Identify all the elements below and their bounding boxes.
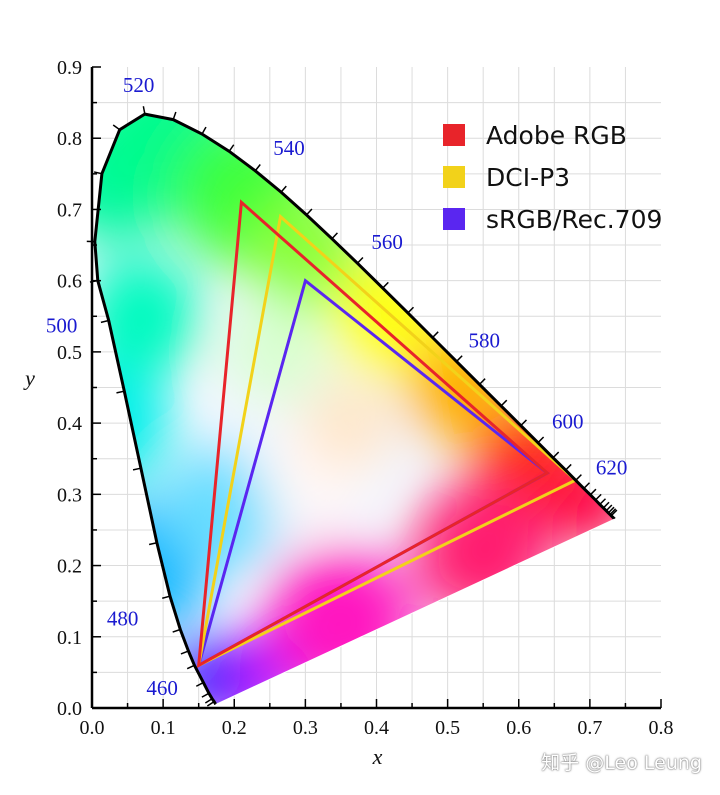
y-tick-label: 0.6 bbox=[57, 271, 82, 293]
y-tick-label: 0.4 bbox=[57, 413, 82, 435]
gamut-triangle bbox=[196, 213, 579, 668]
locus-tick bbox=[382, 281, 389, 289]
x-tick-label: 0.7 bbox=[577, 717, 602, 739]
wavelength-label: 560 bbox=[371, 230, 403, 254]
locus-tick bbox=[552, 451, 560, 459]
locus-tick bbox=[186, 664, 195, 670]
locus-tick bbox=[602, 501, 610, 509]
locus-tick bbox=[195, 681, 204, 687]
locus-tick bbox=[609, 508, 617, 516]
locus-tick bbox=[180, 650, 189, 655]
locus-tick bbox=[610, 509, 618, 517]
legend-swatch bbox=[443, 166, 465, 188]
locus-tick bbox=[204, 698, 213, 704]
locus-tick bbox=[142, 106, 146, 115]
locus-tick bbox=[305, 208, 313, 216]
locus-tick bbox=[148, 542, 158, 546]
locus-tick bbox=[575, 474, 582, 481]
y-tick-label: 0.8 bbox=[57, 128, 82, 150]
purple-line bbox=[215, 518, 615, 705]
locus-tick bbox=[254, 164, 261, 172]
spectral-locus: 460 480 500 520 540 560 580 600 620 bbox=[46, 73, 628, 707]
wavelength-label: 620 bbox=[596, 455, 628, 479]
locus-tick bbox=[331, 232, 338, 240]
locus-tick bbox=[537, 436, 545, 444]
wavelength-label: 480 bbox=[107, 606, 139, 630]
locus-tick bbox=[607, 506, 615, 514]
wavelength-label: 540 bbox=[273, 136, 305, 160]
axes bbox=[90, 66, 662, 710]
x-tick-label: 0.5 bbox=[435, 717, 460, 739]
x-tick-label: 0.2 bbox=[222, 717, 247, 739]
x-tick-label: 0.3 bbox=[293, 717, 318, 739]
locus-tick bbox=[599, 498, 607, 505]
y-tick-label: 0.3 bbox=[57, 484, 82, 506]
locus-tick bbox=[172, 111, 177, 120]
locus-tick bbox=[100, 319, 109, 324]
tick-labels: 0.0 0.1 0.2 0.3 0.4 0.5 0.6 0.7 0.8 0.0 0.1 0.2 0.3 0… bbox=[23, 57, 673, 769]
x-axis-title: x bbox=[372, 744, 383, 769]
locus-tick bbox=[162, 595, 171, 599]
legend-swatch bbox=[443, 124, 465, 146]
wavelength-label: 600 bbox=[552, 410, 584, 434]
y-tick-label: 0.5 bbox=[57, 342, 82, 364]
y-tick-label: 0.2 bbox=[57, 556, 82, 578]
locus-tick bbox=[228, 144, 235, 152]
legend: Adobe RGB DCI-P3 sRGB/Rec.709 bbox=[443, 121, 662, 234]
gamut-triangle bbox=[196, 199, 550, 668]
locus-tick bbox=[520, 419, 527, 427]
locus-tick bbox=[206, 700, 215, 707]
y-tick-label: 0.1 bbox=[57, 627, 82, 649]
watermark-text: 知乎 @Leo Leung bbox=[541, 752, 702, 774]
locus-tick bbox=[583, 482, 591, 489]
locus-tick bbox=[356, 256, 364, 264]
wavelength-label: 580 bbox=[469, 328, 501, 352]
locus-tick bbox=[589, 488, 597, 496]
locus-tick bbox=[132, 467, 142, 471]
wavelength-label: 500 bbox=[46, 314, 77, 338]
locus-tick bbox=[565, 463, 572, 471]
x-tick-label: 0.0 bbox=[80, 717, 105, 739]
locus-tick bbox=[280, 185, 287, 193]
locus-tick bbox=[201, 126, 207, 135]
y-tick-label: 0.0 bbox=[57, 698, 82, 720]
locus-tick bbox=[605, 504, 613, 512]
x-tick-label: 0.8 bbox=[649, 717, 674, 739]
locus-tick bbox=[478, 378, 486, 385]
y-tick-label: 0.9 bbox=[57, 57, 82, 79]
locus-tick bbox=[116, 390, 125, 394]
locus-tick bbox=[201, 692, 210, 698]
locus-tick bbox=[455, 355, 463, 362]
legend-label: Adobe RGB bbox=[486, 121, 627, 150]
locus-tick bbox=[112, 124, 121, 131]
gamut-triangles bbox=[196, 199, 579, 669]
legend-swatch bbox=[443, 208, 465, 230]
wavelength-label: 520 bbox=[123, 73, 155, 97]
locus-tick bbox=[93, 171, 103, 175]
legend-label: sRGB/Rec.709 bbox=[486, 205, 662, 234]
x-tick-label: 0.1 bbox=[151, 717, 176, 739]
locus-tick bbox=[432, 331, 439, 339]
y-tick-label: 0.7 bbox=[57, 199, 82, 221]
locus-tick bbox=[407, 306, 415, 314]
wavelength-label: 460 bbox=[146, 676, 178, 700]
color-blob bbox=[303, 378, 394, 469]
locus-tick bbox=[500, 399, 508, 407]
locus-tick bbox=[594, 493, 602, 501]
legend-label: DCI-P3 bbox=[486, 163, 570, 192]
locus-tick bbox=[172, 628, 181, 633]
y-axis-title: y bbox=[23, 366, 35, 391]
x-tick-label: 0.4 bbox=[364, 717, 389, 739]
x-tick-label: 0.6 bbox=[506, 717, 531, 739]
